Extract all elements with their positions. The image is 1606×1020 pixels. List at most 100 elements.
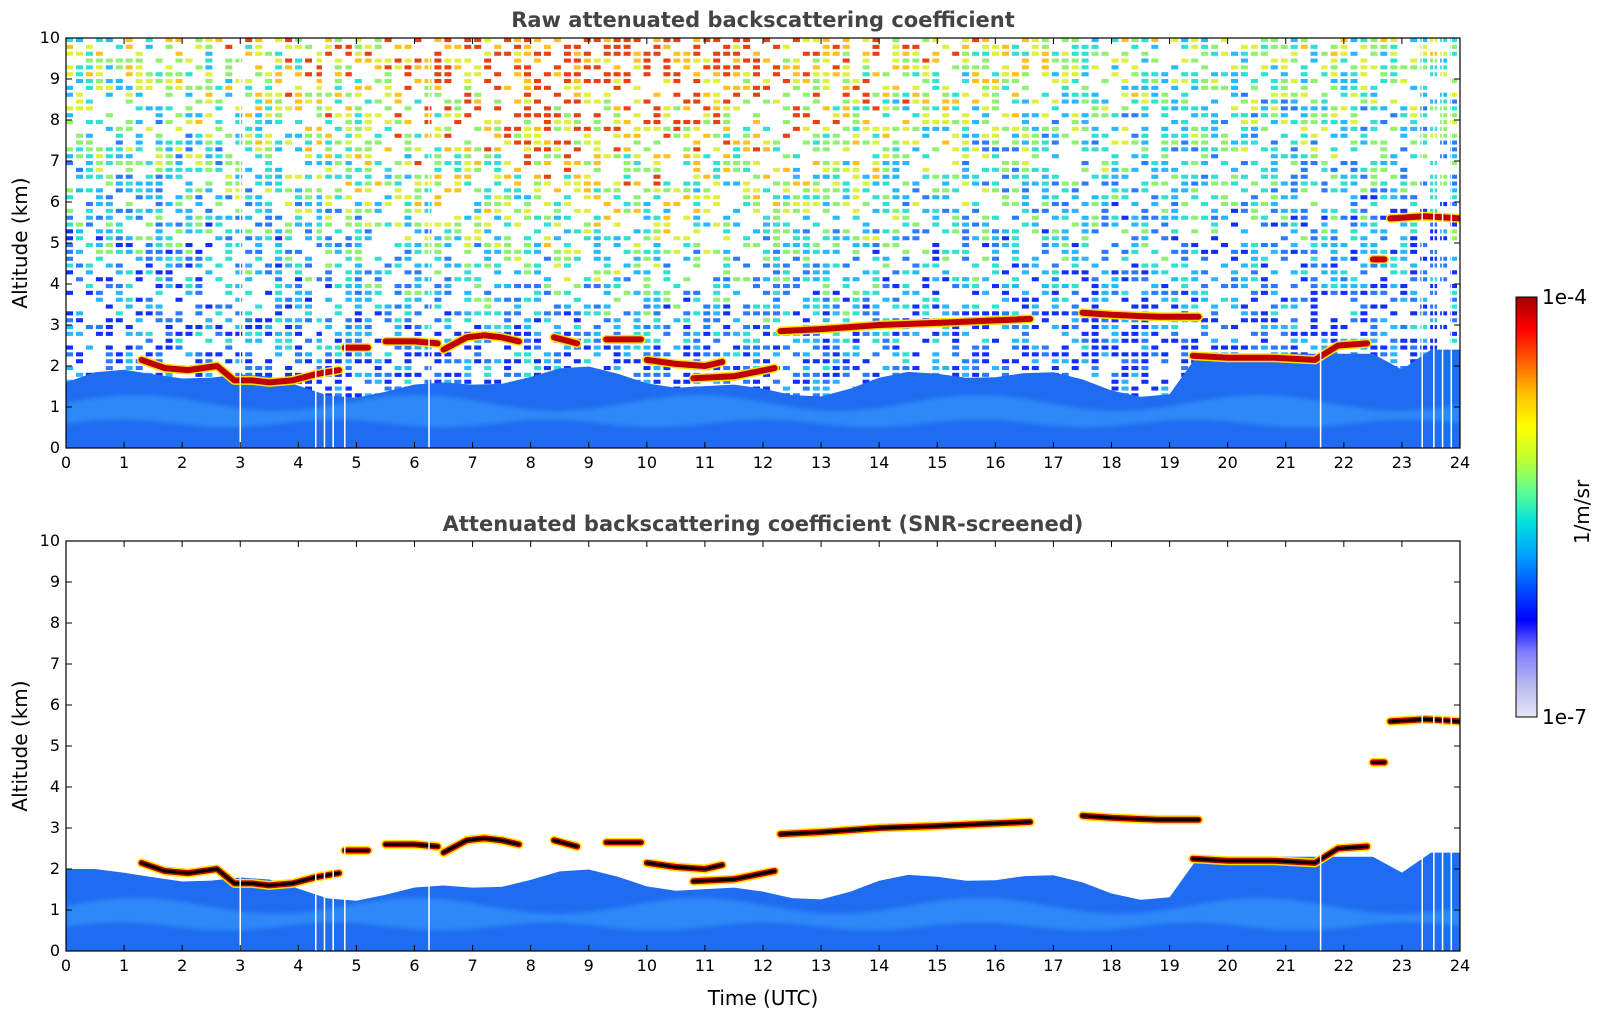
noise-cell <box>1191 290 1199 295</box>
noise-cell <box>434 147 442 152</box>
noise-cell <box>66 208 73 213</box>
noise-cell <box>743 99 751 104</box>
noise-cell <box>842 338 850 343</box>
noise-cell <box>1340 174 1348 179</box>
noise-cell <box>1021 352 1029 357</box>
noise-cell <box>285 38 293 43</box>
noise-cell <box>205 188 213 193</box>
noise-cell <box>1121 331 1129 336</box>
noise-cell <box>912 304 920 309</box>
noise-cell <box>1400 147 1408 152</box>
noise-cell <box>932 106 940 111</box>
noise-cell <box>165 161 173 166</box>
noise-cell <box>95 147 103 152</box>
noise-cell <box>1161 79 1169 84</box>
noise-cell <box>1111 352 1119 357</box>
noise-cell <box>285 284 293 289</box>
noise-cell <box>225 85 233 90</box>
noise-cell <box>1121 188 1129 193</box>
noise-cell <box>1400 222 1408 227</box>
noise-cell <box>305 256 312 261</box>
noise-cell <box>1280 331 1288 336</box>
noise-cell <box>723 154 731 159</box>
noise-cell <box>404 72 412 77</box>
noise-cell <box>484 325 492 330</box>
noise-cell <box>1171 215 1179 220</box>
noise-cell <box>782 386 790 391</box>
noise-cell <box>673 236 681 241</box>
noise-cell <box>1121 92 1129 97</box>
noise-cell <box>76 318 83 323</box>
noise-cell <box>633 51 641 56</box>
noise-cell <box>1151 386 1159 391</box>
noise-cell <box>404 65 412 70</box>
noise-cell <box>1260 325 1268 330</box>
noise-cell <box>215 263 223 268</box>
noise-cell <box>474 222 482 227</box>
noise-cell <box>384 106 392 111</box>
noise-cell <box>962 120 970 125</box>
noise-cell <box>225 338 233 343</box>
noise-cell <box>1300 222 1308 227</box>
noise-cell <box>1310 304 1318 309</box>
noise-cell <box>1310 51 1318 56</box>
noise-cell <box>275 304 283 309</box>
noise-cell <box>314 126 322 131</box>
noise-cell <box>1370 345 1378 350</box>
noise-cell <box>285 174 293 179</box>
noise-cell <box>753 379 760 384</box>
noise-cell <box>892 229 900 234</box>
noise-cell <box>145 195 153 200</box>
noise-cell <box>314 51 322 56</box>
noise-cell <box>603 51 611 56</box>
noise-cell <box>195 38 203 43</box>
noise-cell <box>1151 215 1159 220</box>
noise-cell <box>265 72 273 77</box>
noise-cell <box>1091 44 1099 49</box>
noise-cell <box>773 318 780 323</box>
noise-cell <box>464 236 472 241</box>
noise-cell <box>972 222 980 227</box>
noise-cell <box>872 195 880 200</box>
noise-cell <box>444 352 452 357</box>
noise-cell <box>723 304 731 309</box>
noise-cell <box>1041 38 1049 43</box>
noise-cell <box>1101 249 1109 254</box>
noise-cell <box>175 140 183 145</box>
noise-cell <box>1111 38 1119 43</box>
noise-cell <box>842 181 850 186</box>
noise-cell <box>683 256 691 261</box>
noise-cell <box>862 359 870 364</box>
noise-cell <box>334 174 342 179</box>
noise-cell <box>1320 181 1328 186</box>
noise-cell <box>534 270 541 275</box>
noise-cell <box>275 352 283 357</box>
noise-cell <box>474 311 482 316</box>
noise-cell <box>673 126 681 131</box>
noise-cell <box>1340 72 1348 77</box>
noise-cell <box>1320 229 1328 234</box>
noise-cell <box>1181 215 1189 220</box>
noise-cell <box>812 202 820 207</box>
noise-cell <box>344 147 352 152</box>
noise-cell <box>1360 318 1368 323</box>
noise-cell <box>155 277 163 282</box>
noise-cell <box>1231 208 1238 213</box>
noise-cell <box>1111 345 1119 350</box>
noise-cell <box>693 120 701 125</box>
noise-cell <box>862 72 870 77</box>
noise-cell <box>1121 38 1129 43</box>
noise-cell <box>95 58 103 63</box>
noise-cell <box>1310 277 1318 282</box>
noise-cell <box>952 338 960 343</box>
noise-cell <box>822 304 830 309</box>
noise-cell <box>822 386 830 391</box>
noise-cell <box>593 181 601 186</box>
noise-cell <box>1061 133 1069 138</box>
noise-cell <box>105 277 113 282</box>
noise-cell <box>982 167 990 172</box>
noise-cell <box>1250 331 1258 336</box>
noise-cell <box>1111 140 1119 145</box>
noise-cell <box>822 195 830 200</box>
noise-cell <box>653 366 661 371</box>
